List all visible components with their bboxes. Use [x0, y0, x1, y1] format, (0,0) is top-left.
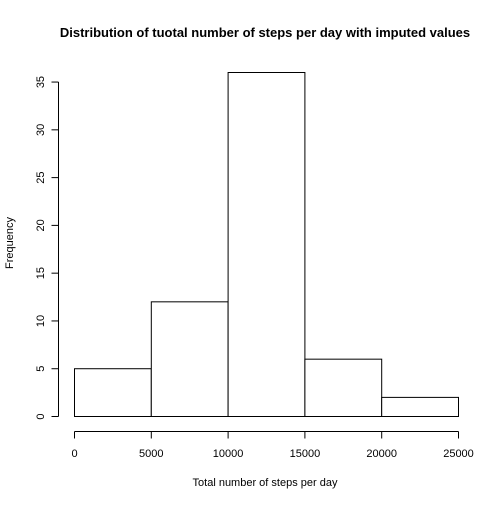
x-tick-label: 25000: [443, 448, 474, 460]
histogram-bar: [150, 301, 229, 418]
y-tick-label: 10: [35, 315, 47, 327]
x-axis-label: Total number of steps per day: [193, 477, 338, 489]
y-tick-label: 0: [35, 413, 47, 419]
chart-title: Distribution of tuotal number of steps p…: [60, 25, 470, 40]
x-tick-label: 15000: [290, 448, 321, 460]
y-axis-label: Frequency: [4, 217, 16, 269]
y-tick-label: 35: [35, 76, 47, 88]
histogram-bar: [74, 368, 152, 418]
y-axis: 0 5 10 15 20 25 30 35: [35, 76, 59, 420]
histogram-bar: [227, 72, 306, 417]
y-tick-label: 20: [35, 219, 47, 231]
x-axis: 0 5000 10000 15000 20000 25000: [71, 431, 474, 460]
histogram-bars: [74, 72, 460, 418]
histogram-bar: [381, 396, 460, 417]
y-tick-label: 5: [35, 366, 47, 372]
x-tick-label: 20000: [366, 448, 397, 460]
y-tick-label: 30: [35, 124, 47, 136]
y-tick-label: 15: [35, 267, 47, 279]
x-tick-label: 10000: [213, 448, 244, 460]
x-tick-label: 5000: [139, 448, 163, 460]
histogram-bar: [304, 358, 383, 417]
x-tick-label: 0: [71, 448, 77, 460]
y-tick-label: 25: [35, 171, 47, 183]
